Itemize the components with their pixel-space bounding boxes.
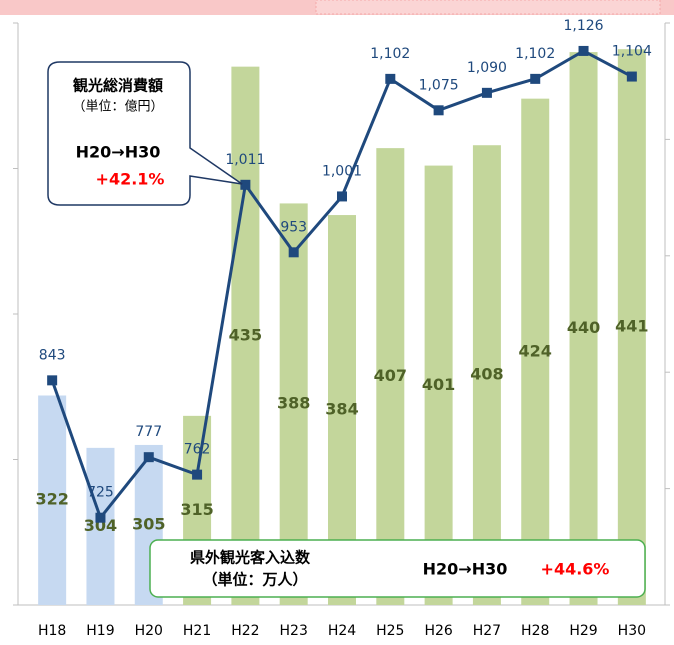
x-tick-label: H20 [135,623,163,639]
x-tick-label: H26 [424,623,452,639]
bar [86,447,115,605]
bar-label: 401 [422,375,455,394]
callout-unit: （単位：万人） [202,571,307,589]
bar [424,165,453,605]
callout-change: +44.6% [541,560,610,579]
line-marker [337,191,347,202]
line-marker [433,105,444,116]
callout-box [47,61,243,206]
x-tick-label: H23 [280,623,308,639]
bar [472,145,501,605]
line-marker [192,469,203,480]
line-callout: 観光総消費額 （単位：億円） H20→H30 +42.1% [47,61,243,206]
x-tick-label: H24 [328,623,356,639]
line-marker [143,452,154,463]
x-tick-label: H18 [38,623,66,639]
x-tick-label: H28 [521,623,549,639]
callout-box [149,539,646,598]
line-marker [95,512,106,523]
bar-label: 304 [84,516,117,535]
line-label: 1,001 [322,163,362,179]
bar-label: 388 [277,394,310,413]
line-label: 1,011 [225,152,265,168]
line-label: 1,075 [419,77,459,93]
line-marker [481,87,492,98]
line-marker [288,247,299,258]
callout-title: 県外観光客入込数 [190,549,311,567]
line-label: 953 [280,219,307,235]
line-label: 1,090 [467,60,507,76]
bar-label: 322 [35,490,68,509]
callout-change: +42.1% [96,170,165,189]
bar [617,49,646,605]
x-tick-label: H29 [569,623,597,639]
bar [521,98,550,605]
bar-label: 435 [229,325,262,344]
line-label: 1,102 [370,46,410,62]
bar [569,52,598,606]
plot: H18 H19 H20 H21 H22 H23 H24 H25 H26 H27 H28 H29 H30 3… [13,18,670,639]
bar-label: 315 [180,500,213,519]
line-label: 843 [39,347,66,363]
x-tick-label: H27 [473,623,501,639]
line-label: 725 [87,485,114,501]
bar [376,148,405,605]
line-label: 777 [135,424,162,440]
x-tick-label: H30 [618,623,646,639]
callout-unit: （単位：億円） [72,99,163,115]
line-label: 1,126 [563,18,603,34]
bar [279,203,308,606]
bar-label: 407 [374,366,407,385]
bar-callout: 県外観光客入込数 （単位：万人） H20→H30 +44.6% [149,539,646,598]
bar [38,395,67,605]
x-tick-label: H21 [183,623,211,639]
header-box [315,0,661,15]
line-marker [47,375,58,386]
x-tick-label: H19 [86,623,114,639]
line-label: 1,104 [612,44,652,60]
callout-period: H20→H30 [423,560,508,579]
x-tick-label: H25 [376,623,404,639]
line-marker [626,71,637,82]
line-marker [578,45,589,56]
callout-title: 観光総消費額 [73,77,163,95]
bar-label: 408 [470,365,503,384]
bar-label: 384 [325,400,358,419]
bar-label: 424 [519,341,552,360]
bar-label: 441 [615,317,648,336]
line-marker [385,73,396,84]
line-label: 1,102 [515,46,555,62]
line-label: 762 [184,442,211,458]
x-tick-label: H22 [231,623,259,639]
bar-label: 305 [132,514,165,533]
bar [231,66,260,605]
line-marker [240,179,251,190]
bar-label: 440 [567,318,600,337]
line-marker [530,73,541,84]
callout-period: H20→H30 [76,143,161,162]
